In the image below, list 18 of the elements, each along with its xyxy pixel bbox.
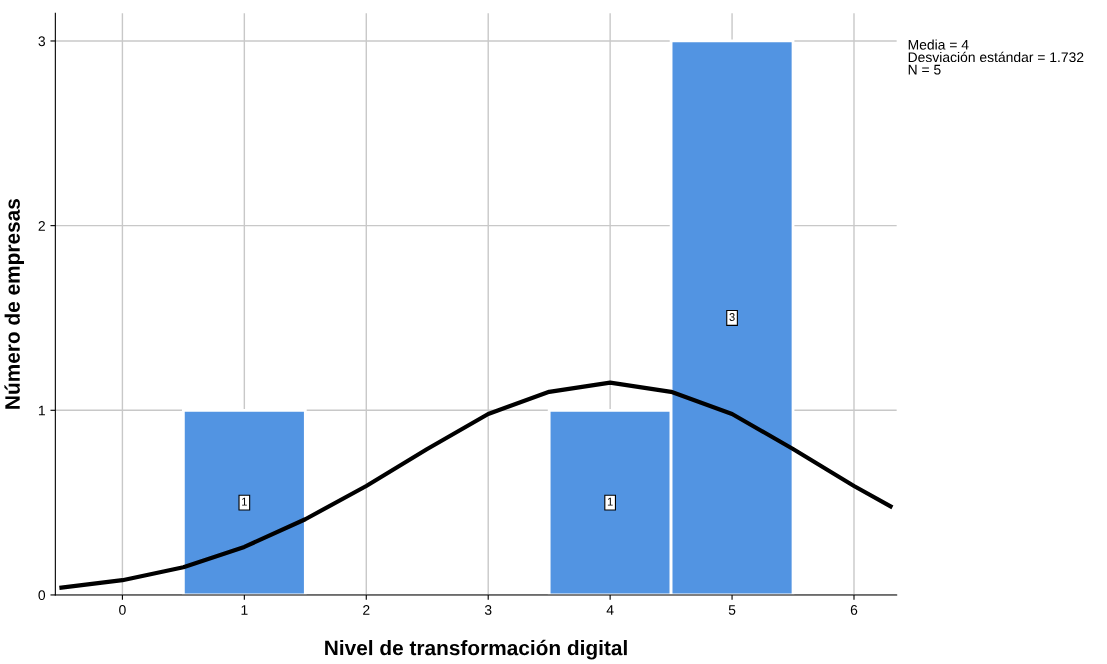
x-tick-label: 0 <box>119 605 126 615</box>
x-tick-label: 2 <box>363 605 370 615</box>
data-label: 1 <box>242 497 247 506</box>
y-tick-label: 2 <box>38 220 45 231</box>
x-tick-label: 4 <box>606 605 614 615</box>
text: Media = 4 Desviación estándar = 1.732 N = 5 <box>908 39 1084 75</box>
y-tick-label: 0 <box>38 590 46 601</box>
x-tick-label: 5 <box>728 605 736 615</box>
y-axis-title: Número de empresas <box>4 199 25 409</box>
y-tick-label: 3 <box>38 36 46 47</box>
data-label: 3 <box>729 313 735 321</box>
x-tick-label: 1 <box>241 605 248 615</box>
x-axis-title: Nivel de transformación digital <box>325 639 627 660</box>
line-series <box>59 380 893 590</box>
x-tick-label: 3 <box>484 605 492 615</box>
y-tick-label: 1 <box>38 405 45 416</box>
data-label: 1 <box>607 497 613 506</box>
x-tick-label: 6 <box>850 605 858 615</box>
